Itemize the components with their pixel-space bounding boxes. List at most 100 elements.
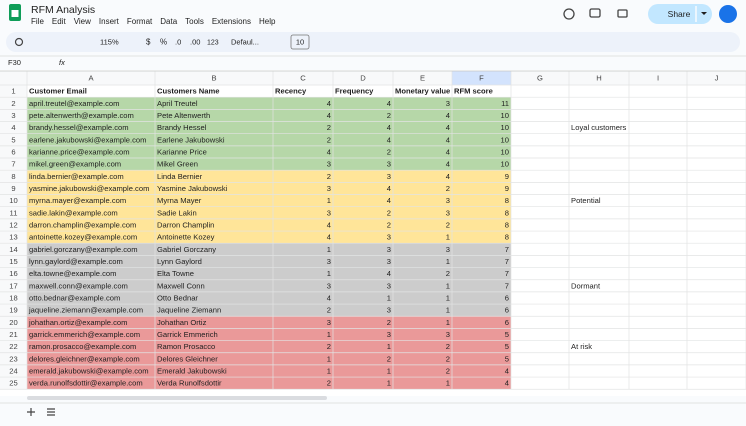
row-header[interactable]: 15: [9, 257, 17, 266]
percent-button[interactable]: %: [160, 38, 167, 47]
menu-item[interactable]: Edit: [52, 17, 67, 26]
text-cell: johathan.ortiz@example.com: [28, 318, 127, 327]
column-header[interactable]: A: [88, 74, 94, 83]
selected-column-header: [452, 71, 511, 85]
column-header[interactable]: F: [479, 74, 484, 83]
row-header[interactable]: 19: [9, 306, 17, 315]
text-cell: Otto Bednar: [157, 293, 198, 302]
text-cell: april.treutel@example.com: [29, 99, 119, 108]
row-header[interactable]: 13: [9, 233, 17, 242]
column-header[interactable]: D: [360, 74, 366, 83]
row-header[interactable]: 12: [9, 220, 17, 229]
row-header[interactable]: 4: [11, 123, 15, 132]
text-cell: earlene.jakubowski@example.com: [29, 135, 146, 144]
comments-icon[interactable]: [589, 8, 601, 18]
row-header[interactable]: 22: [9, 342, 17, 351]
menu-item[interactable]: Help: [259, 17, 276, 26]
number-cell: 2: [387, 354, 391, 363]
row-fill: [27, 97, 511, 110]
row-header[interactable]: 11: [10, 208, 18, 217]
row-fill: [27, 145, 511, 159]
text-cell: Johathan Ortiz: [157, 318, 207, 327]
row-header[interactable]: 17: [9, 281, 17, 290]
number-cell: 2: [327, 172, 331, 181]
font-size-box[interactable]: [290, 34, 310, 50]
number-cell: 4: [446, 135, 450, 144]
number-cell: 10: [501, 147, 509, 156]
row-header[interactable]: 9: [11, 184, 15, 193]
decrease-decimals[interactable]: .0: [175, 37, 181, 46]
menu-item[interactable]: File: [31, 17, 44, 26]
text-cell: Elta Towne: [157, 269, 194, 278]
all-sheets-button[interactable]: [47, 408, 55, 416]
share-dropdown[interactable]: [701, 12, 707, 15]
row-header[interactable]: 1: [11, 87, 15, 96]
row-header[interactable]: 20: [9, 318, 17, 327]
number-cell: 1: [387, 293, 391, 302]
column-header[interactable]: B: [211, 74, 216, 83]
history-icon[interactable]: [563, 8, 575, 20]
menu-item[interactable]: Data: [160, 17, 177, 26]
menu-item[interactable]: Insert: [99, 17, 120, 26]
column-header[interactable]: G: [537, 74, 543, 83]
row-header[interactable]: 6: [11, 147, 15, 156]
number-cell: 4: [327, 111, 331, 120]
font-select[interactable]: Defaul...: [231, 37, 259, 46]
row-header[interactable]: 21: [9, 330, 17, 339]
row-fill: [27, 194, 511, 207]
column-header[interactable]: J: [715, 74, 719, 83]
row-fill: [27, 133, 511, 146]
number-format[interactable]: 123: [207, 39, 219, 46]
share-label[interactable]: Share: [668, 9, 691, 19]
zoom[interactable]: 115%: [100, 37, 119, 46]
number-cell: 1: [327, 269, 331, 278]
text-cell: Sadie Lakin: [157, 208, 197, 217]
row-header[interactable]: 23: [9, 354, 17, 363]
doc-title[interactable]: RFM Analysis: [31, 4, 95, 16]
number-cell: 7: [505, 257, 509, 266]
menu-item[interactable]: Format: [127, 17, 153, 26]
row-header[interactable]: 2: [11, 99, 15, 108]
column-header[interactable]: E: [420, 74, 425, 83]
number-cell: 4: [446, 123, 450, 132]
number-cell: 2: [387, 208, 391, 217]
menu-item[interactable]: Tools: [185, 17, 204, 26]
number-cell: 6: [505, 318, 509, 327]
row-header[interactable]: 14: [9, 245, 17, 254]
row-header[interactable]: 25: [9, 379, 17, 388]
number-cell: 2: [446, 354, 450, 363]
search-icon[interactable]: [14, 37, 24, 47]
meet-icon[interactable]: [617, 9, 628, 18]
add-sheet-button[interactable]: [27, 408, 35, 416]
name-box[interactable]: F30: [8, 58, 21, 67]
menu-item[interactable]: Extensions: [212, 17, 251, 26]
row-header[interactable]: 18: [9, 293, 17, 302]
number-cell: 4: [446, 160, 450, 169]
text-cell: Linda Bernier: [157, 172, 203, 181]
row-header[interactable]: 24: [9, 366, 17, 375]
text-cell: otto.bednar@example.com: [29, 293, 120, 302]
column-header[interactable]: H: [596, 74, 601, 83]
text-cell: Pete Altenwerth: [157, 111, 210, 120]
row-header[interactable]: 8: [11, 172, 15, 181]
number-cell: 3: [387, 330, 391, 339]
row-fill: [27, 255, 511, 268]
column-header[interactable]: C: [300, 74, 306, 83]
font-size[interactable]: 10: [296, 37, 304, 46]
row-header[interactable]: 3: [11, 111, 15, 120]
row-header[interactable]: 16: [9, 269, 17, 278]
currency-button[interactable]: $: [146, 38, 151, 47]
horizontal-scrollbar[interactable]: [27, 396, 327, 400]
text-cell: sadie.lakin@example.com: [29, 208, 118, 217]
segment-label: Loyal customers: [571, 123, 626, 132]
account-avatar[interactable]: [719, 5, 737, 23]
row-header[interactable]: 10: [9, 196, 17, 205]
column-header[interactable]: I: [657, 74, 659, 83]
row-header[interactable]: 5: [11, 135, 15, 144]
number-cell: 8: [505, 196, 509, 205]
text-cell: Lynn Gaylord: [157, 257, 202, 266]
number-cell: 1: [446, 281, 450, 290]
row-header[interactable]: 7: [11, 160, 15, 169]
menu-item[interactable]: View: [74, 17, 91, 26]
increase-decimals[interactable]: .00: [190, 37, 200, 46]
